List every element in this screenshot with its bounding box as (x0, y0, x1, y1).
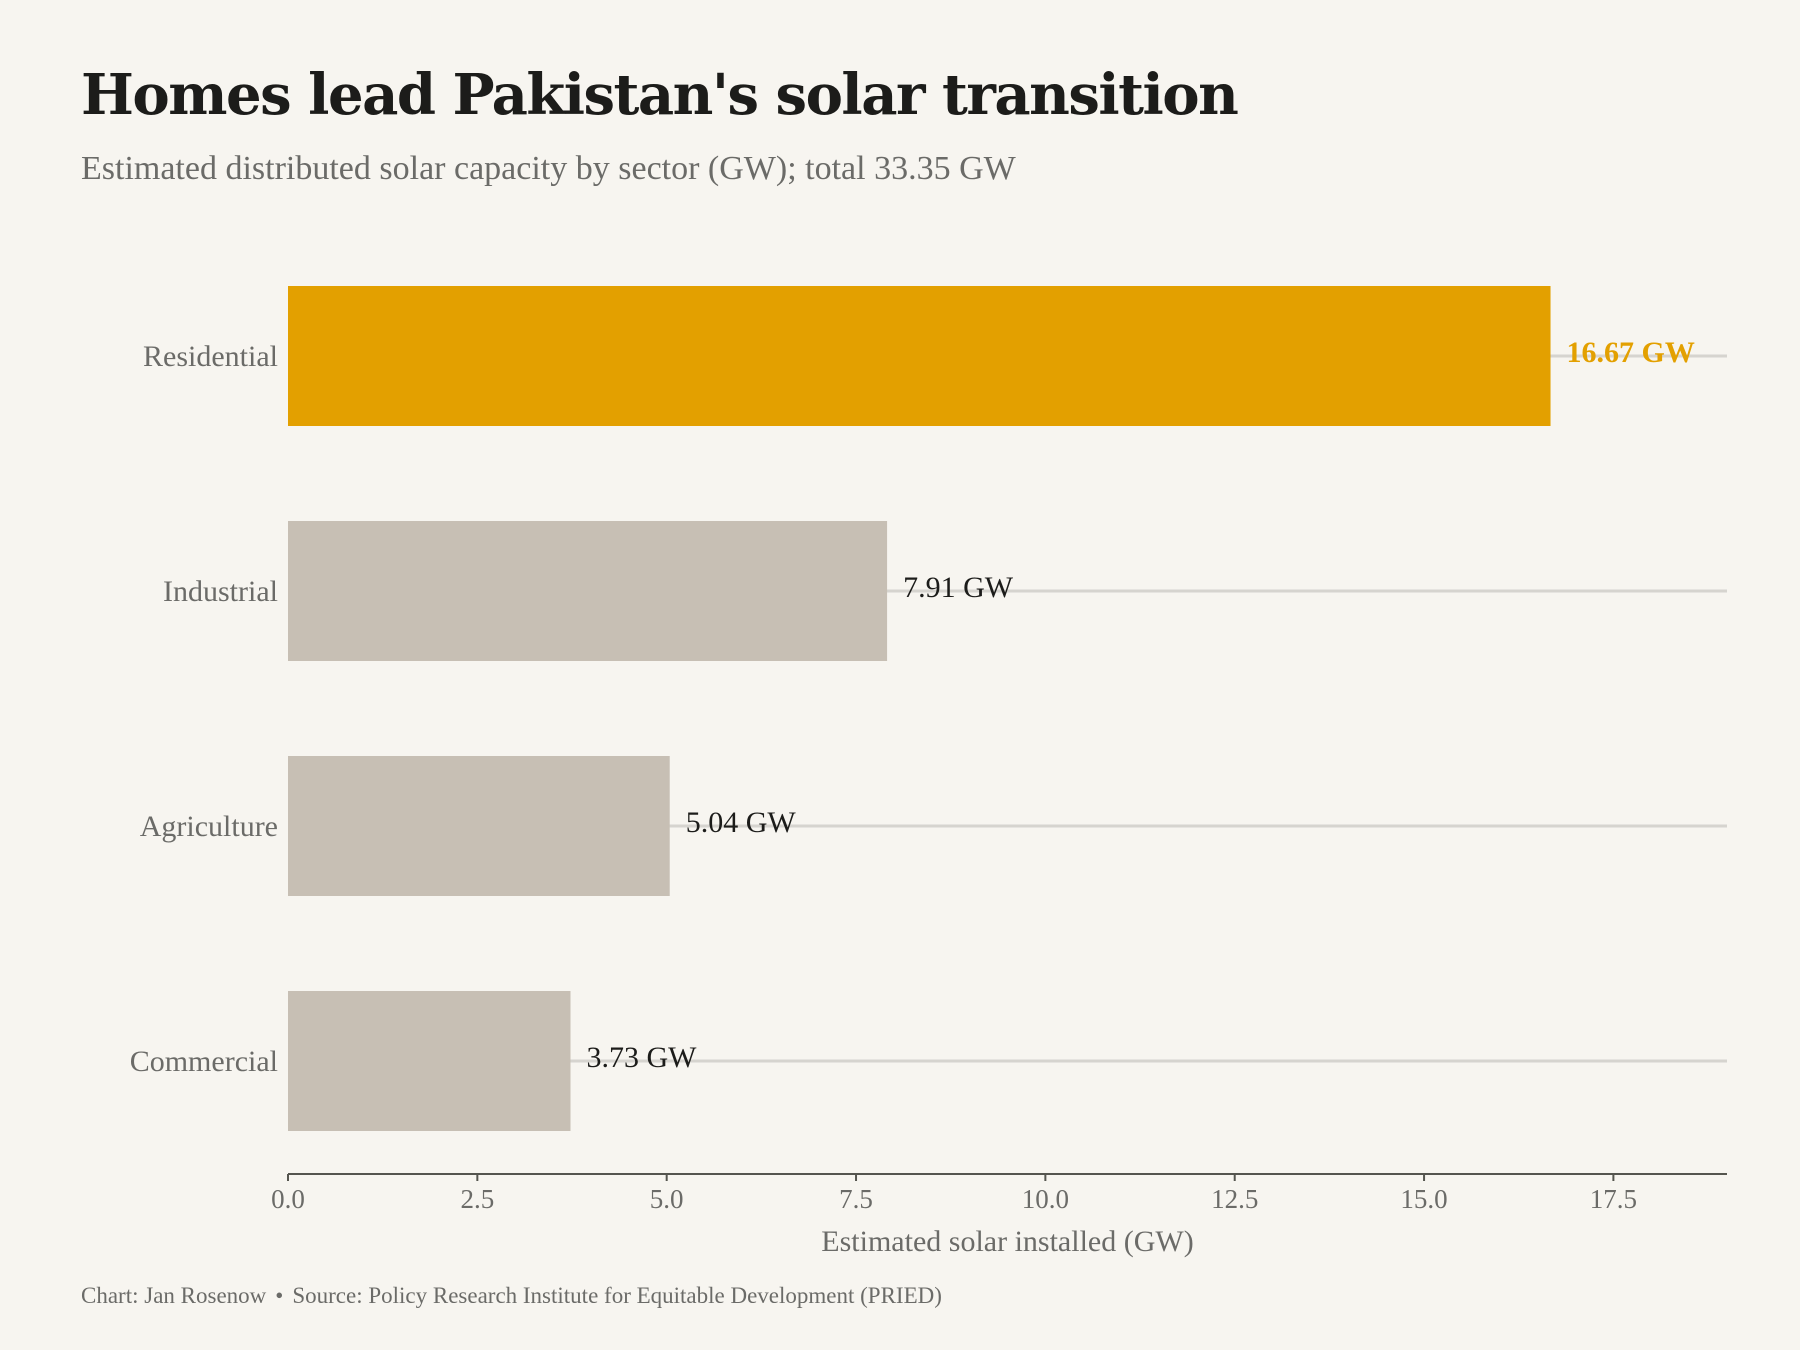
value-label: 16.67 GW (1567, 336, 1695, 369)
x-tick-label: 0.0 (271, 1184, 305, 1214)
x-tick-label: 12.5 (1211, 1184, 1258, 1214)
x-tick-label: 15.0 (1400, 1184, 1447, 1214)
x-tick-label: 7.5 (839, 1184, 873, 1214)
category-label: Industrial (163, 575, 278, 608)
caption-author: Chart: Jan Rosenow (81, 1283, 267, 1308)
x-tick-label: 17.5 (1590, 1184, 1637, 1214)
chart-caption: Chart: Jan Rosenow • Source: Policy Resear… (81, 1283, 942, 1309)
bar-agriculture (288, 756, 670, 896)
x-tick-label: 2.5 (460, 1184, 494, 1214)
value-label: 7.91 GW (903, 571, 1014, 604)
chart-title: Homes lead Pakistan's solar transition (81, 62, 1239, 128)
bar-industrial (288, 521, 888, 661)
x-tick-label: 10.0 (1022, 1184, 1069, 1214)
value-label: 3.73 GW (586, 1041, 697, 1074)
category-label: Residential (143, 340, 278, 373)
bar-residential (288, 286, 1551, 426)
bar-commercial (288, 991, 571, 1131)
x-tick-label: 5.0 (650, 1184, 684, 1214)
caption-source: Source: Policy Research Institute for Eq… (292, 1283, 942, 1308)
x-axis-title: Estimated solar installed (GW) (821, 1225, 1193, 1258)
category-label: Agriculture (140, 810, 278, 843)
caption-separator: • (275, 1283, 284, 1308)
value-label: 5.04 GW (686, 806, 797, 839)
category-label: Commercial (130, 1045, 278, 1078)
chart-subtitle: Estimated distributed solar capacity by … (81, 150, 1016, 187)
